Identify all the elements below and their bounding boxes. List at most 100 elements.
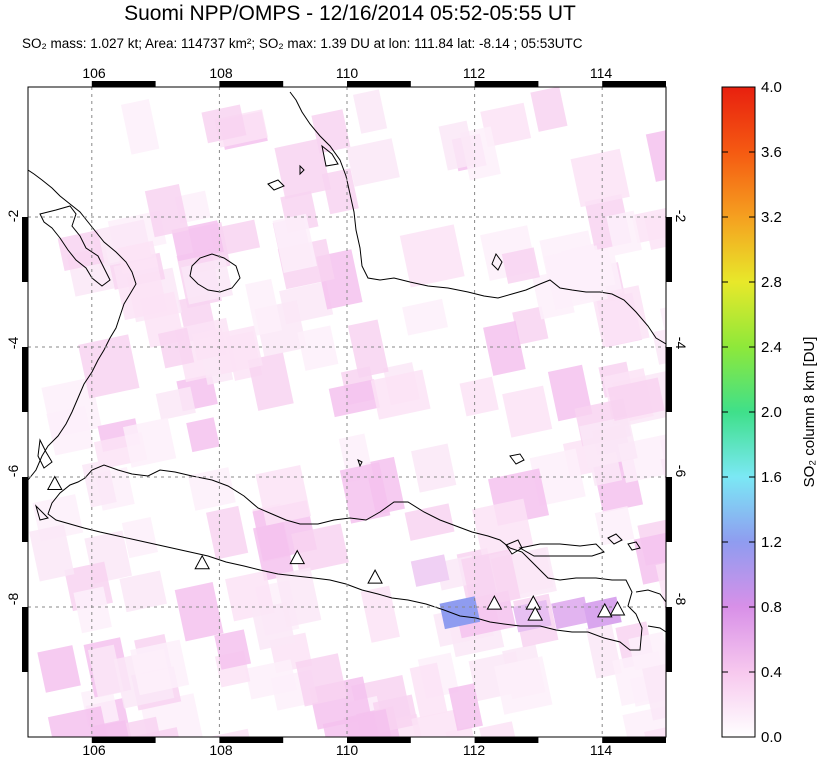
frame-bar (474, 81, 539, 87)
so2-pixel (311, 109, 351, 154)
so2-pixel (607, 377, 665, 421)
so2-pixel (119, 570, 167, 613)
so2-pixel (46, 405, 94, 456)
frame-bar (347, 81, 411, 87)
volcano-icon (525, 595, 542, 610)
frame-bar (22, 217, 28, 282)
map-subtitle: SO₂ mass: 1.027 kt; Area: 114737 km²; SO… (22, 36, 583, 51)
so2-pixel (251, 602, 296, 651)
so2-pixel (244, 659, 297, 700)
so2-pixel (551, 596, 590, 630)
so2-pixel (245, 278, 283, 336)
map-frame-ticks (22, 81, 672, 743)
so2-pixel (512, 306, 549, 345)
so2-pixel (29, 524, 75, 582)
colorbar-label: SO₂ column 8 km [DU] (801, 337, 818, 488)
volcano-icon (486, 595, 503, 610)
so2-pixel (570, 148, 630, 208)
so2-pixel (87, 644, 124, 698)
so2-pixel (544, 245, 608, 310)
lat-tick-label: -8 (5, 593, 21, 606)
so2-pixel (479, 721, 519, 737)
so2-pixel (370, 369, 431, 420)
so2-pixel (501, 247, 540, 284)
volcano-icon (609, 600, 626, 616)
colorbar-tick-label: 0.4 (761, 664, 782, 681)
frame-bar (22, 347, 28, 412)
so2-pixel (157, 327, 195, 369)
colorbar-tick-label: 0.0 (761, 729, 782, 746)
so2-pixel (594, 506, 635, 546)
so2-pixel (579, 415, 638, 469)
so2-pixel (399, 224, 465, 288)
frame-bar (602, 737, 666, 743)
coastline-bali (635, 589, 666, 603)
volcano-icon (367, 569, 383, 584)
so2-pixel-layer (29, 87, 666, 737)
frame-bar (666, 477, 672, 542)
frame-bar (666, 347, 672, 412)
colorbar-tick-label: 4.0 (761, 79, 782, 96)
lon-tick-label: 108 (209, 742, 233, 758)
so2-pixel (438, 120, 476, 171)
so2-pixel (411, 443, 457, 493)
coastline-bangka (39, 205, 111, 287)
so2-pixel (402, 298, 448, 336)
colorbar-tick-labels: 4.0 3.6 3.2 2.8 2.4 2.0 1.6 1.2 0.8 0.4 0.0 (761, 79, 782, 746)
so2-pixel (642, 660, 666, 721)
so2-pixel (201, 104, 247, 144)
so2-pixel (174, 582, 224, 642)
lat-tick-labels-right: -2 -4 -6 -8 (673, 210, 689, 606)
so2-pixel (644, 723, 666, 737)
so2-pixel (404, 503, 455, 541)
so2-pixel (191, 328, 227, 361)
graticule (28, 87, 666, 737)
lat-tick-label: -6 (673, 465, 689, 478)
so2-pixel (591, 285, 650, 348)
frame-bar (219, 737, 284, 743)
frame-bar (22, 607, 28, 672)
coastline-madura (518, 543, 605, 557)
coastline-sumatra (28, 88, 137, 481)
so2-pixel (322, 713, 385, 737)
so2-pixel (472, 498, 534, 557)
so2-pixel (272, 213, 318, 273)
so2-pixel (483, 320, 526, 376)
so2-pixel (328, 379, 381, 418)
lon-tick-label: 112 (463, 742, 486, 758)
lon-tick-label: 106 (82, 65, 106, 81)
lat-tick-label: -8 (673, 593, 689, 606)
so2-pixel (480, 102, 532, 148)
colorbar-tick-label: 1.2 (761, 534, 782, 551)
frame-bar (602, 81, 666, 87)
colorbar-tick-label: 1.6 (761, 469, 782, 486)
so2-pixel (37, 645, 81, 693)
colorbar-tick-label: 3.2 (761, 209, 782, 226)
so2-pixel (410, 554, 450, 587)
so2-pixel (360, 585, 400, 643)
so2-pixel (122, 417, 177, 468)
so2-pixel (291, 523, 349, 573)
frame-bar (91, 737, 156, 743)
lon-tick-label: 114 (590, 742, 613, 758)
so2-pixel (140, 693, 205, 737)
volcano-icon (194, 554, 211, 570)
volcano-icon (46, 475, 63, 490)
lon-tick-label: 108 (209, 65, 233, 81)
so2-pixel (645, 123, 666, 182)
lon-tick-label: 110 (336, 65, 359, 81)
so2-pixel (94, 720, 136, 737)
so2-pixel (352, 89, 388, 134)
colorbar-tick-label: 2.0 (761, 404, 782, 421)
colorbar-tick-label: 2.8 (761, 274, 782, 291)
coastline-java (47, 464, 643, 651)
so2-pixel (212, 325, 263, 375)
lat-tick-label: -2 (5, 210, 21, 223)
so2-pixel (186, 417, 220, 453)
lat-tick-label: -2 (673, 210, 689, 223)
so2-pixel (297, 325, 339, 371)
coastline-belitung (189, 253, 241, 293)
frame-bar (219, 81, 284, 87)
lon-tick-labels-bottom: 106 108 110 112 114 (82, 742, 612, 758)
